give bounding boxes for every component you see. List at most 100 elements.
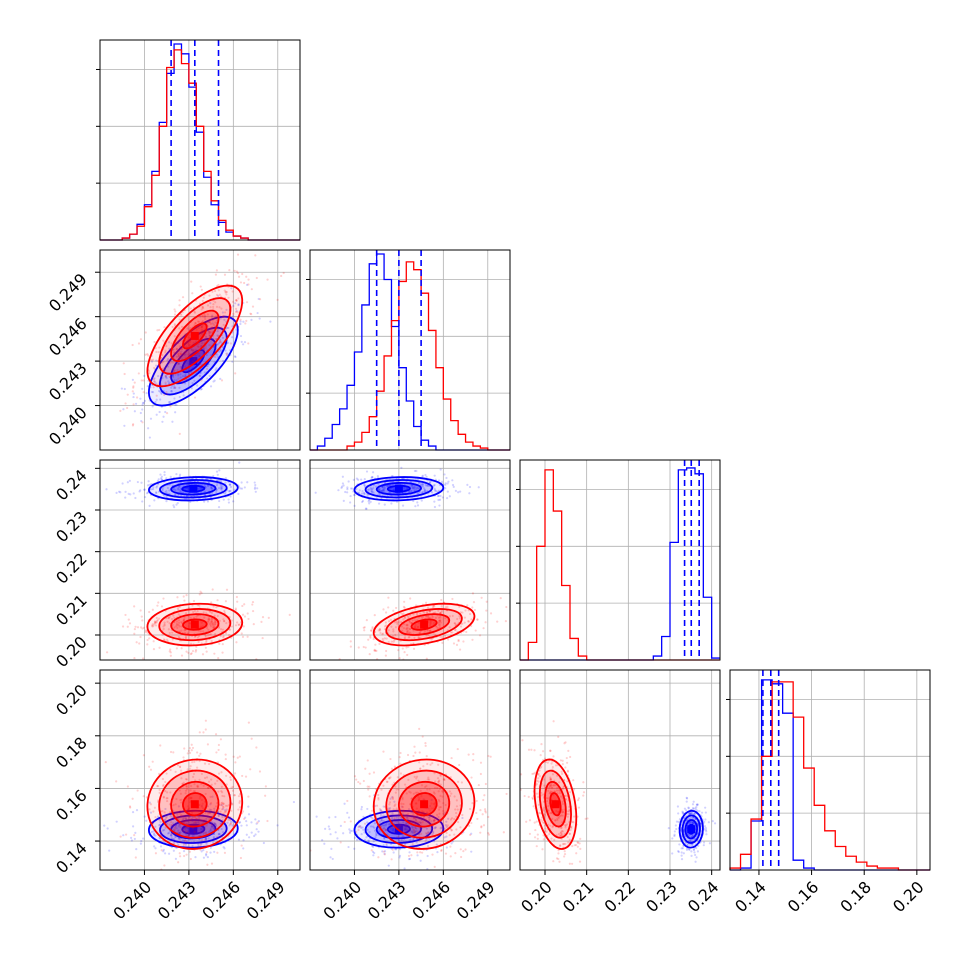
scatter-point (429, 621, 432, 624)
scatter-point (221, 831, 225, 834)
scatter-point (251, 609, 255, 613)
scatter-point (237, 838, 241, 841)
x-tick-label: 0.24 (684, 877, 723, 916)
scatter-point (437, 498, 440, 502)
scatter-point (441, 635, 444, 639)
scatter-point (323, 842, 326, 845)
scatter-point (688, 821, 692, 824)
scatter-point (551, 773, 555, 776)
scatter-point (126, 393, 129, 396)
scatter-point (153, 833, 156, 836)
scatter-point (380, 810, 383, 813)
scatter-point (172, 351, 175, 354)
scatter-point (192, 599, 196, 603)
scatter-point (210, 315, 214, 318)
scatter-point (178, 395, 181, 399)
scatter-point (214, 301, 217, 304)
scatter-point (382, 639, 385, 642)
scatter-point (582, 791, 586, 794)
scatter-point (251, 305, 255, 308)
scatter-point (187, 606, 190, 609)
scatter-point (373, 826, 376, 829)
scatter-point (208, 780, 211, 783)
scatter-point (200, 838, 204, 842)
scatter-point (228, 489, 231, 493)
scatter-point (563, 850, 566, 853)
scatter-point (485, 600, 488, 603)
scatter-point (170, 834, 173, 838)
scatter-point (398, 848, 402, 851)
scatter-point (144, 630, 147, 634)
scatter-point (173, 626, 176, 629)
scatter-point (414, 802, 417, 805)
scatter-point (235, 595, 239, 599)
scatter-point (199, 795, 202, 798)
scatter-point (200, 379, 203, 382)
scatter-point (381, 632, 385, 635)
scatter-point (180, 777, 183, 780)
scatter-point (431, 762, 434, 765)
scatter-point (211, 305, 215, 309)
scatter-point (201, 314, 204, 318)
panel-frame (99, 459, 301, 661)
scatter-point (216, 353, 219, 356)
scatter-point (353, 493, 356, 496)
scatter-point (219, 738, 223, 741)
scatter-point (170, 823, 174, 827)
scatter-point (570, 827, 573, 830)
scatter-point (586, 817, 589, 820)
scatter-point (247, 617, 250, 621)
scatter-point (328, 828, 331, 831)
scatter-point (405, 824, 408, 827)
scatter-point (123, 424, 126, 427)
scatter-point (133, 632, 136, 635)
scatter-point (226, 352, 229, 355)
scatter-point (557, 735, 560, 738)
scatter-point (216, 599, 219, 602)
scatter-point (370, 825, 373, 828)
scatter-point (191, 349, 194, 352)
scatter-point (189, 789, 192, 792)
scatter-point (438, 619, 442, 622)
scatter-point (375, 833, 378, 836)
scatter-point (228, 817, 232, 821)
scatter-point (403, 651, 406, 654)
scatter-point (410, 489, 413, 493)
scatter-point (210, 617, 214, 621)
scatter-point (178, 485, 181, 488)
scatter-point (339, 841, 342, 844)
scatter-point (484, 621, 487, 624)
scatter-point (567, 841, 570, 844)
scatter-point (177, 374, 180, 377)
scatter-point (364, 646, 367, 649)
scatter-point (228, 483, 232, 486)
scatter-point (215, 606, 218, 609)
scatter-point (432, 484, 435, 487)
scatter-point (203, 831, 206, 835)
scatter-point (368, 830, 371, 834)
scatter-point (342, 484, 345, 487)
scatter-point (677, 820, 680, 823)
scatter-point (192, 348, 195, 352)
x-tick-label: 0.14 (731, 877, 770, 916)
scatter-point (437, 798, 440, 802)
scatter-point (383, 625, 387, 628)
scatter-point (237, 492, 240, 495)
scatter-point (373, 648, 376, 651)
scatter-point (216, 330, 219, 333)
scatter-point (212, 624, 215, 627)
scatter-point (185, 822, 188, 825)
scatter-point (211, 825, 214, 828)
scatter-point (584, 817, 587, 820)
scatter-point (231, 803, 234, 806)
scatter-point (190, 784, 193, 788)
scatter-point (412, 825, 415, 829)
scatter-point (207, 837, 210, 840)
scatter-point (214, 622, 217, 625)
scatter-point (152, 486, 155, 489)
scatter-point (362, 645, 365, 649)
scatter-point (579, 847, 582, 850)
scatter-point (204, 838, 208, 841)
scatter-point (162, 638, 166, 641)
scatter-point (199, 752, 202, 755)
